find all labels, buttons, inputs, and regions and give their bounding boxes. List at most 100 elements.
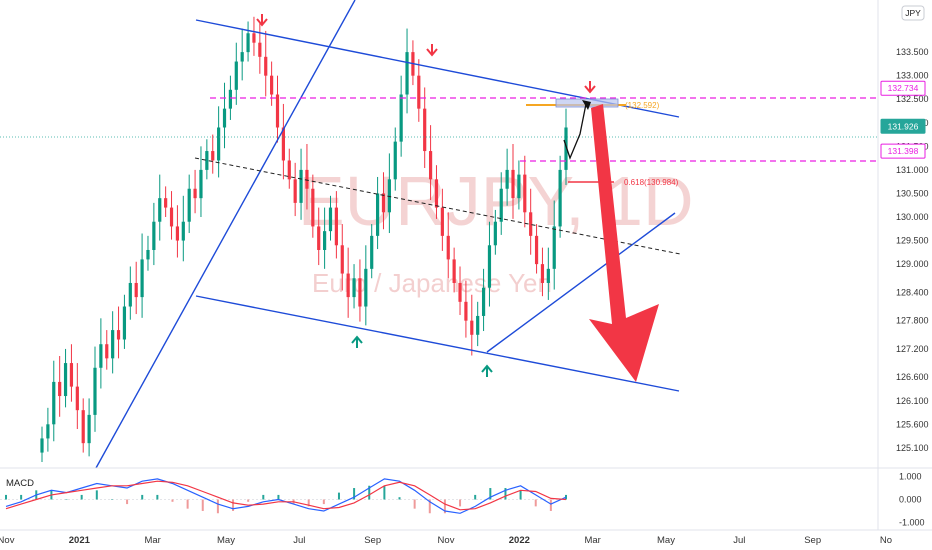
- candle-body: [505, 169, 509, 189]
- currency-box[interactable]: [901, 5, 925, 21]
- macd-histogram-bar: [232, 499, 235, 511]
- candle-body: [446, 235, 450, 260]
- price-tick-label: 125.100: [896, 443, 929, 453]
- candle-body: [146, 249, 150, 260]
- lower-channel-line[interactable]: [195, 295, 680, 392]
- time-tick-label: Jul: [293, 535, 305, 546]
- candle-body: [317, 226, 321, 250]
- short-term-support-line[interactable]: [486, 212, 676, 353]
- candle-body: [211, 151, 215, 161]
- price-tick-label: 133.500: [896, 47, 929, 57]
- macd-histogram-bar: [20, 494, 23, 500]
- candle-body: [81, 410, 85, 444]
- macd-histogram-bar: [353, 488, 356, 500]
- time-axis[interactable]: Nov 2021 Mar May Jul Sep Nov 2022 Mar May Jul Sep No: [0, 535, 892, 546]
- candle-body: [434, 179, 439, 208]
- candle-body: [63, 363, 68, 397]
- reversal-markers: [256, 14, 596, 377]
- price-tick-label: 129.000: [896, 259, 929, 269]
- candle-body: [476, 315, 480, 335]
- macd-histogram-bar: [413, 499, 416, 509]
- price-tick-label: 126.100: [896, 396, 929, 406]
- candle-body: [481, 287, 486, 316]
- candle-body: [299, 169, 303, 203]
- macd-histogram-bar: [443, 499, 446, 514]
- macd-histogram-bar: [95, 490, 98, 500]
- time-tick-label: Mar: [584, 535, 600, 546]
- projected-path-line[interactable]: [563, 103, 587, 160]
- candle-body: [381, 193, 386, 213]
- candle-body: [399, 94, 403, 142]
- candle-body: [122, 306, 127, 340]
- candle-body: [405, 52, 409, 95]
- candle-body: [164, 198, 168, 208]
- candle-body: [75, 386, 79, 411]
- candle-body: [370, 235, 374, 269]
- candle-body: [334, 207, 338, 246]
- macd-histogram-bar: [262, 494, 265, 500]
- time-tick-label: May: [217, 535, 235, 546]
- candle-body: [393, 141, 397, 180]
- macd-tick-label: 0.000: [899, 495, 922, 505]
- macd-histogram-bar: [459, 499, 462, 507]
- channel-midline[interactable]: [194, 157, 681, 255]
- candlestick-series: [40, 16, 568, 462]
- macd-histogram-bar: [156, 494, 159, 500]
- projected-path-arrowhead: [582, 100, 591, 110]
- price-badge-label: 131.926: [888, 121, 919, 131]
- candle-body: [152, 221, 156, 250]
- candle-body: [228, 89, 233, 109]
- candle-body: [181, 221, 185, 241]
- currency-label: JPY: [905, 8, 921, 18]
- candle-body: [128, 282, 132, 307]
- candle-body: [493, 221, 497, 246]
- candle-body: [252, 33, 256, 43]
- candle-body: [270, 75, 274, 95]
- candle-body: [552, 226, 556, 269]
- rising-support-line[interactable]: [95, 0, 356, 469]
- macd-histogram-bar: [519, 490, 522, 500]
- candle-body: [487, 245, 492, 288]
- time-tick-label: 2022: [509, 535, 530, 546]
- candle-body: [52, 381, 56, 425]
- candle-body: [58, 381, 62, 397]
- macd-pane[interactable]: [0, 478, 567, 514]
- macd-histogram-bar: [504, 488, 507, 500]
- price-badge: [880, 143, 926, 159]
- price-tick-label: 130.000: [896, 212, 929, 222]
- time-tick-label: Mar: [144, 535, 160, 546]
- price-badges: 132.734 131.926 131.398: [880, 80, 926, 159]
- price-tick-label: 127.800: [896, 316, 929, 326]
- macd-histogram-bar: [247, 499, 250, 502]
- time-tick-label: Sep: [364, 535, 381, 546]
- macd-axis[interactable]: 1.000 0.000 -1.000: [899, 472, 925, 528]
- fib-0618-label: 0.618(130.984): [624, 178, 679, 187]
- macd-histogram-bar: [337, 492, 340, 500]
- candle-body: [511, 169, 515, 199]
- candle-body: [517, 174, 521, 199]
- up-arrow-icon: [481, 364, 493, 377]
- candle-body: [387, 179, 391, 213]
- price-tick-label: 125.600: [896, 419, 929, 429]
- price-tick-label: 128.400: [896, 287, 929, 297]
- time-tick-label: Nov: [438, 535, 455, 546]
- macd-histogram-bar: [65, 499, 68, 500]
- candle-body: [346, 273, 350, 298]
- time-tick-label: 2021: [69, 535, 91, 546]
- macd-histogram-bar: [322, 499, 325, 505]
- candle-body: [193, 188, 197, 199]
- candle-body: [499, 188, 503, 222]
- candle-body: [175, 226, 180, 241]
- macd-histogram-bar: [428, 499, 431, 514]
- price-tick-label: 133.000: [896, 71, 929, 81]
- down-arrow-icon: [584, 81, 596, 94]
- bearish-projection-arrow[interactable]: [589, 104, 659, 382]
- price-tick-label: 129.500: [896, 236, 929, 246]
- price-tick-label: 132.500: [896, 94, 929, 104]
- candle-body: [328, 207, 333, 232]
- macd-tick-label: 1.000: [899, 472, 922, 482]
- candle-body: [275, 94, 280, 128]
- price-tick-label: 126.600: [896, 372, 929, 382]
- macd-histogram-bar: [277, 494, 280, 500]
